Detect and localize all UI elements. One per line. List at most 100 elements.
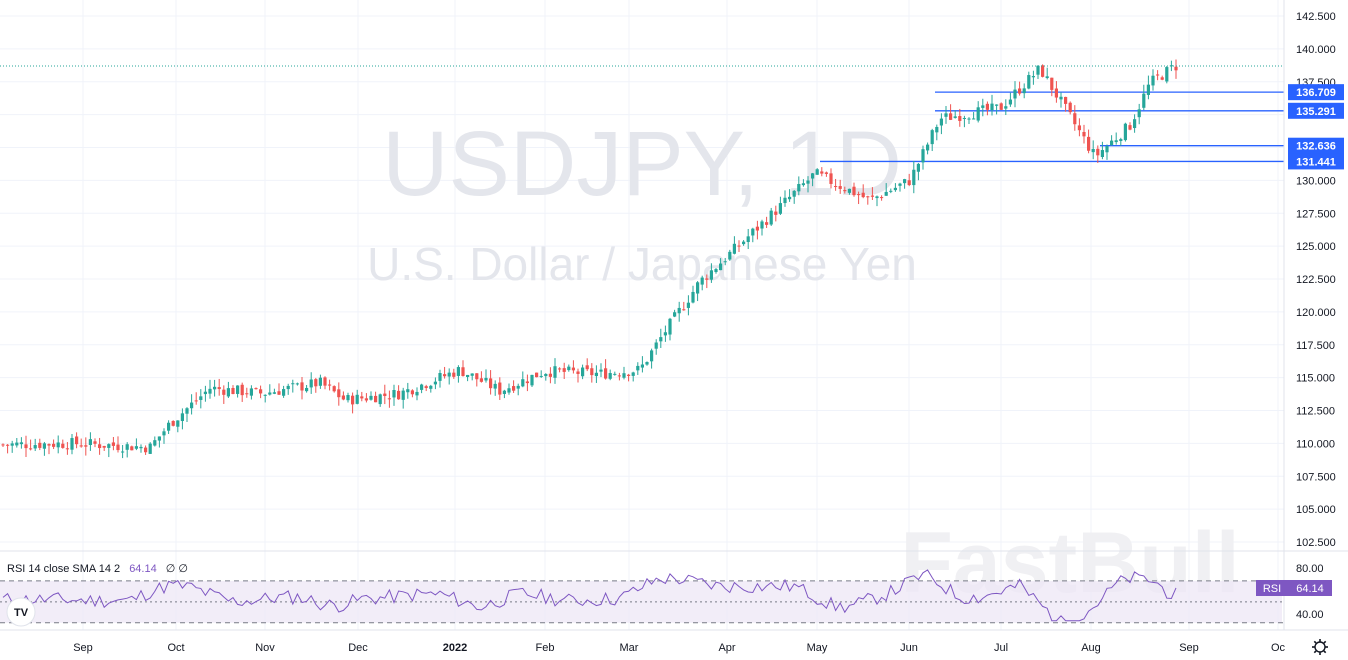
level-badge-text: 131.441 [1296,156,1336,168]
candle-body [852,186,856,196]
candle-body [1031,76,1035,78]
rsi-tick-40: 40.00 [1296,609,1324,621]
candle-body [544,374,548,377]
candle-body [636,365,640,371]
candle-body [512,386,516,391]
candle-body [190,402,194,409]
candle-body [709,270,713,280]
candle-body [1082,131,1086,137]
settings-gear-icon[interactable] [1312,639,1328,655]
candle-body [663,332,667,336]
level-badge [1288,84,1344,101]
candle-body [406,389,410,393]
candle-body [1018,88,1022,94]
candle-body [1096,148,1100,156]
time-axis[interactable]: Sep Oct Nov Dec 2022 Feb Mar Apr May Jun Jul Aug Sep… [0,629,1348,654]
candle-body [443,374,447,377]
candle-body [1105,146,1109,153]
candle-body [1142,93,1146,108]
candle-body [944,113,948,117]
candle-body [364,398,368,401]
candle-body [705,278,709,280]
candle-body [1169,65,1173,67]
candle-body [268,392,272,395]
candle-body [185,408,189,414]
candle-body [121,451,125,453]
candle-body [1045,76,1049,79]
candle-body [668,318,672,335]
candle-body [484,377,488,381]
price-tick-label: 105.000 [1296,504,1336,516]
candle-body [581,367,585,377]
candle-body [829,173,833,184]
candle-body [24,444,28,449]
candle-body [222,389,226,395]
candle-body [300,382,304,391]
candle-body [893,187,897,191]
rsi-pane[interactable]: RSI 14 close SMA 14 2 64.14 ∅ ∅ [0,550,1348,624]
candle-body [383,393,387,397]
candle-body [792,190,796,197]
candle-body [631,372,635,376]
candle-body [337,389,341,398]
candle-body [903,179,907,184]
candle-body [351,395,355,405]
candle-body [84,445,88,447]
candle-body [466,374,470,378]
candle-body [723,261,727,263]
candle-body [719,263,723,271]
candle-body [401,390,405,400]
rsi-label[interactable]: RSI 14 close SMA 14 2 64.14 ∅ ∅ [7,563,188,575]
candle-body [148,443,152,454]
candle-body [199,396,203,400]
candle-body [236,385,240,394]
rsi-badge-label: RSI [1263,583,1281,595]
candle-body [691,291,695,303]
candle-body [558,368,562,370]
candle-body [88,439,92,446]
candle-body [1123,123,1127,141]
candle-body [714,269,718,273]
candle-body [525,381,529,384]
candle-body [1160,77,1164,80]
candle-body [272,392,276,394]
candle-body [410,390,414,395]
candle-body [433,381,437,385]
level-badge [1288,137,1344,154]
horizontal-levels[interactable] [820,91,1284,163]
level-badge-text: 132.636 [1296,141,1336,153]
candle-body [452,372,456,377]
candle-body [617,375,621,377]
price-tick-label: 115.000 [1296,373,1335,385]
price-pane[interactable] [0,59,1284,459]
time-tick-label: 2022 [443,642,467,654]
candle-body [502,390,506,394]
rsi-title: RSI 14 close SMA 14 2 [7,563,120,575]
candle-body [700,277,704,285]
time-tick-label: Nov [255,642,275,654]
candle-body [834,186,838,188]
time-tick-label: Apr [718,642,735,654]
candle-body [507,388,511,393]
candle-body [1174,66,1178,71]
candle-body [295,383,299,385]
candle-body [673,312,677,317]
candle-body [976,107,980,121]
candle-body [420,384,424,390]
time-tick-label: Feb [536,642,555,654]
candle-body [622,373,626,378]
candle-body [1036,65,1040,75]
candle-body [962,117,966,119]
candle-body [967,118,971,120]
candle-body [686,302,690,308]
candle-body [489,378,493,389]
candle-body [640,364,644,368]
price-axis[interactable]: 142.500140.000137.500135.000132.500130.0… [1256,0,1344,630]
candle-body [1064,96,1068,104]
tradingview-logo[interactable]: TV [6,597,36,627]
candle-body [1128,125,1132,130]
candle-body [926,144,930,151]
candle-body [245,393,249,395]
candle-body [847,188,851,193]
